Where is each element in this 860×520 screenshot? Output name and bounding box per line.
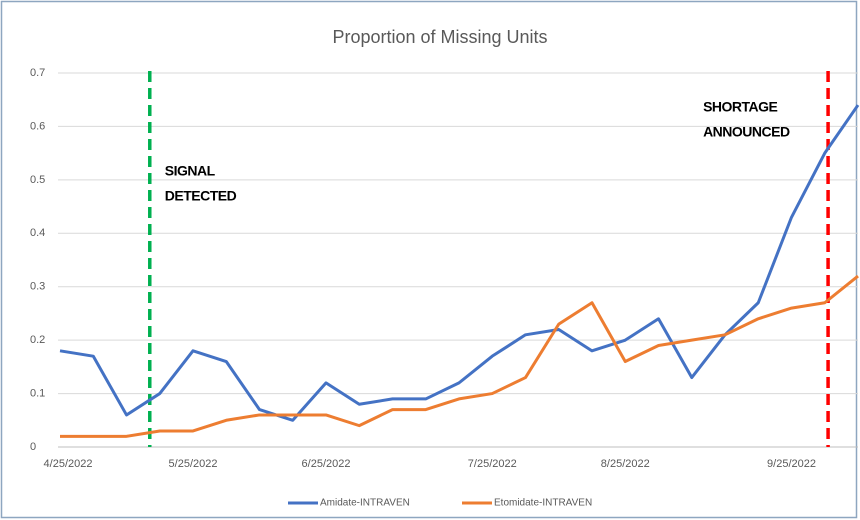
legend-label: Etomidate-INTRAVEN [494, 498, 592, 509]
y-tick-label: 0.5 [30, 174, 45, 186]
x-tick-label: 6/25/2022 [302, 458, 351, 470]
y-tick-label: 0.1 [30, 387, 45, 399]
y-tick-label: 0.7 [30, 67, 45, 79]
annotation: DETECTED [165, 188, 237, 204]
x-tick-label: 9/25/2022 [767, 458, 816, 470]
x-tick-label: 8/25/2022 [601, 458, 650, 470]
annotation: ANNOUNCED [703, 124, 790, 140]
y-tick-label: 0.4 [30, 227, 45, 239]
y-tick-label: 0.3 [30, 281, 45, 293]
y-tick-label: 0.6 [30, 120, 45, 132]
chart-title: Proportion of Missing Units [332, 27, 547, 47]
legend-label: Amidate-INTRAVEN [320, 498, 410, 509]
annotation: SHORTAGE [703, 99, 777, 115]
y-tick-label: 0 [30, 441, 36, 453]
x-tick-label: 7/25/2022 [468, 458, 517, 470]
annotation: SIGNAL [165, 163, 216, 179]
x-tick-label: 4/25/2022 [44, 458, 93, 470]
series-line [60, 274, 859, 438]
y-tick-label: 0.2 [30, 334, 45, 346]
x-tick-label: 5/25/2022 [169, 458, 218, 470]
